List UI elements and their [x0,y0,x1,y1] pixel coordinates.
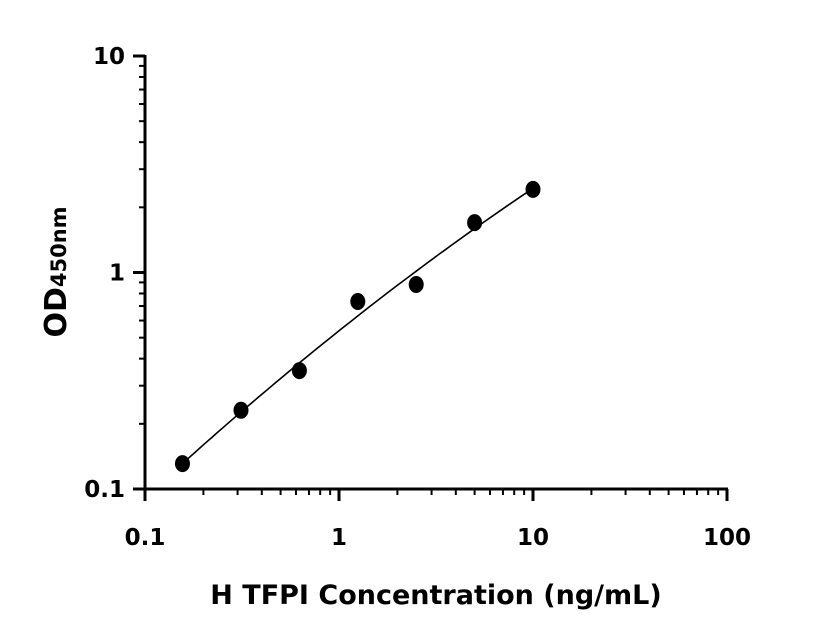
x-tick-label: 1 [331,525,347,551]
data-point [467,214,483,232]
fit-curve [181,187,534,465]
data-point [291,362,307,380]
x-tick-label: 100 [703,525,751,551]
data-point [233,401,249,419]
y-tick-label: 1 [109,261,125,287]
y-axis-label-main: OD [39,287,74,337]
data-point [408,276,424,294]
data-point [350,292,366,310]
data-point [174,455,190,473]
x-axis-label: H TFPI Concentration (ng/mL) [210,580,661,611]
data-point [525,180,541,198]
y-axis-label: OD450nm [39,206,74,337]
y-axis-label-sub: 450nm [47,206,71,287]
axes [133,54,729,501]
x-tick-label: 0.1 [125,525,166,551]
y-tick-label: 0.1 [84,477,125,503]
tick-labels: 0.1 1 10 100 0.1 1 10 [84,44,751,551]
x-tick-label: 10 [517,525,549,551]
y-tick-label: 10 [93,44,125,70]
data-points [174,180,541,473]
